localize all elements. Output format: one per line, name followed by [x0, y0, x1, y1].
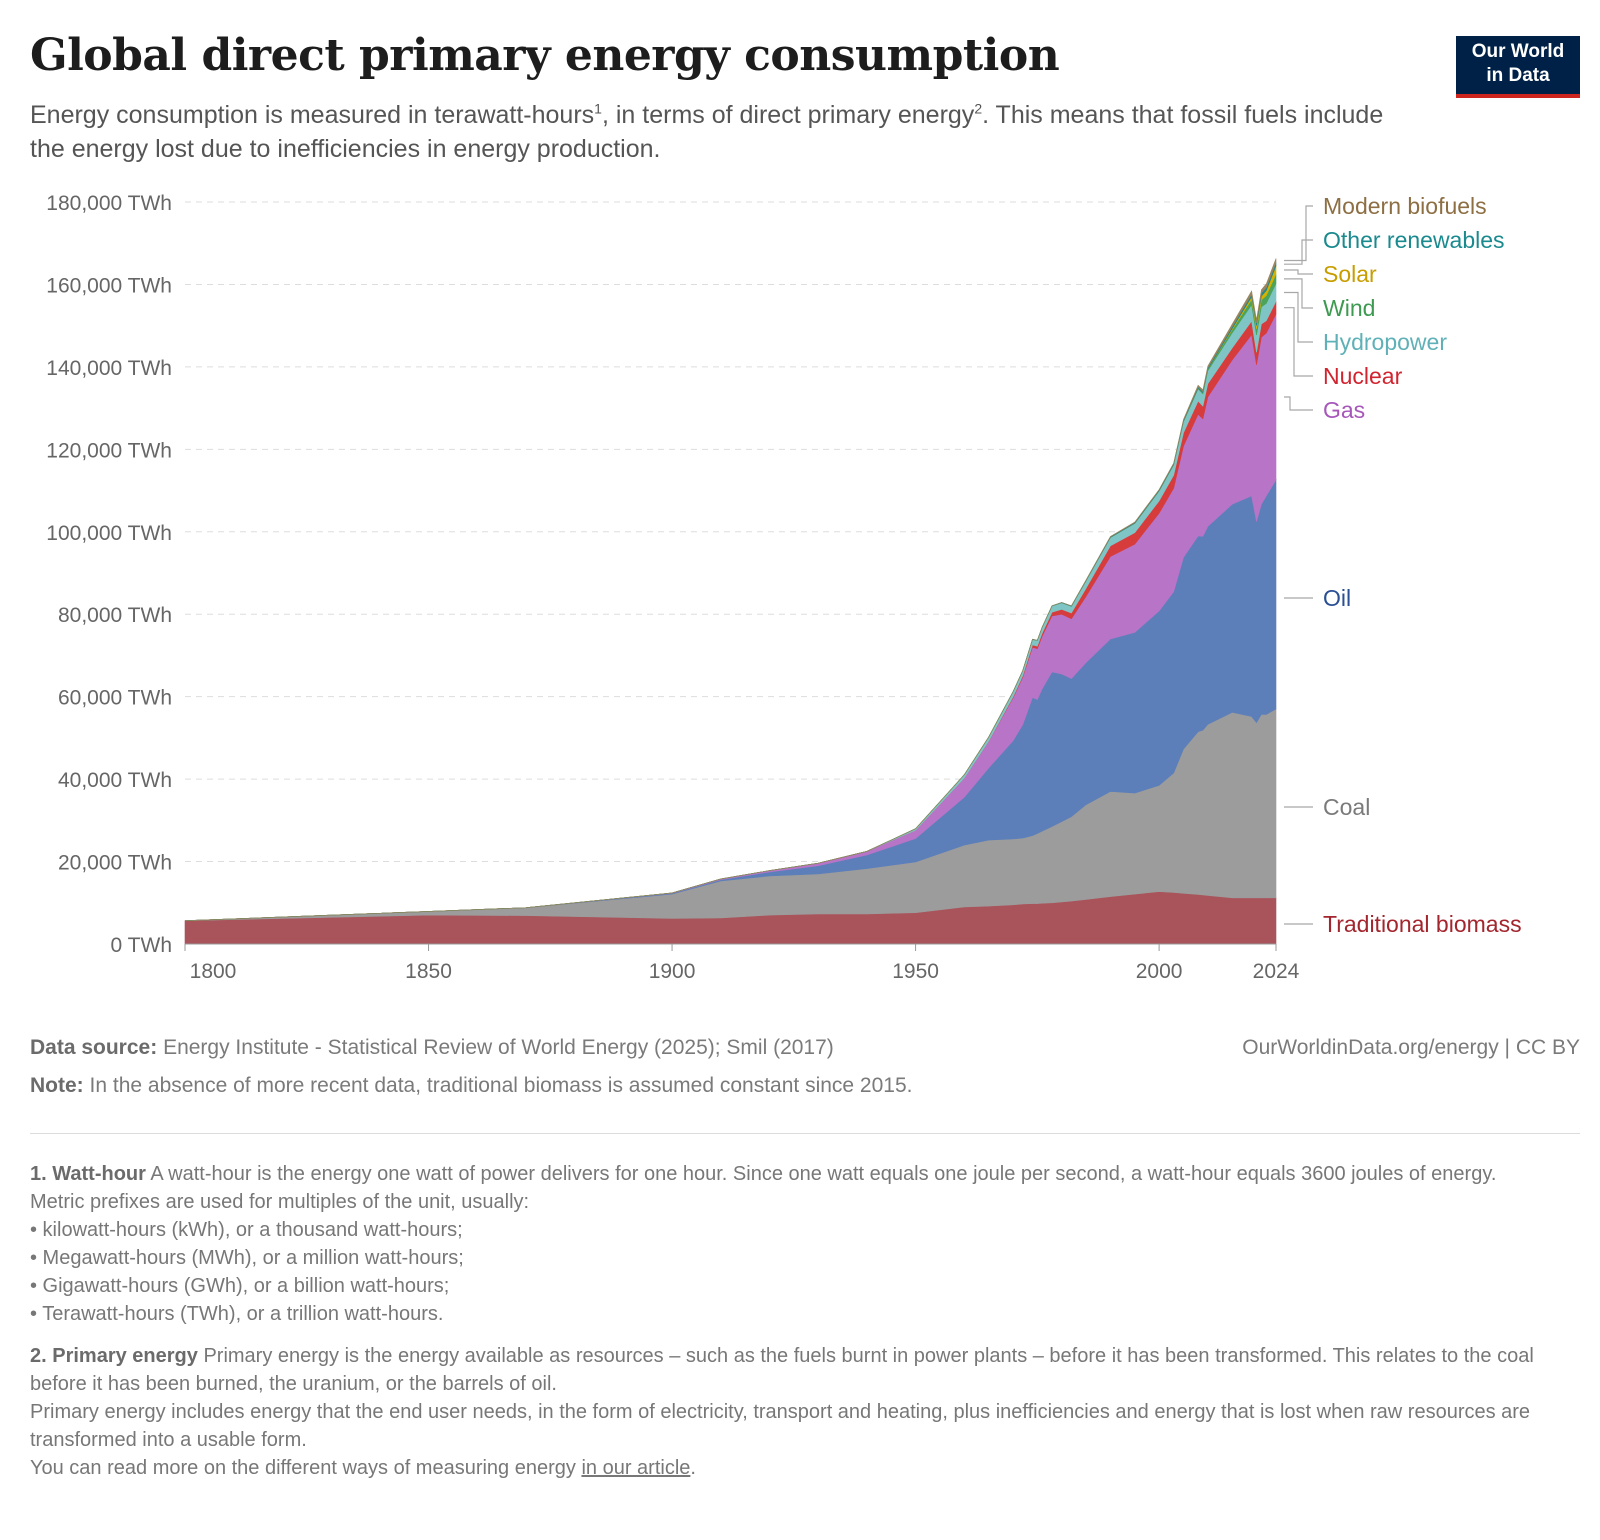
note-label: Note:: [30, 1074, 84, 1097]
legend-connector: [1284, 205, 1313, 262]
legend-label[interactable]: Traditional biomass: [1323, 911, 1522, 937]
stacked-area-chart[interactable]: 0 TWh 20,000 TWh 40,000 TWh 60,000 TWh 80,00…: [0, 180, 1600, 1020]
legend-label[interactable]: Gas: [1323, 397, 1365, 423]
article-link[interactable]: in our article: [581, 1457, 691, 1479]
x-tick-label: 1850: [405, 960, 452, 983]
y-tick-label: 20,000 TWh: [58, 852, 172, 875]
legend-label[interactable]: Other renewables: [1323, 227, 1505, 253]
footnotes: 1. Watt-hour A watt-hour is the energy o…: [30, 1160, 1560, 1496]
x-tick-label: 2000: [1136, 960, 1183, 983]
y-tick-label: 180,000 TWh: [46, 192, 172, 215]
footnote-1-line-2: Metric prefixes are used for multiples o…: [30, 1191, 530, 1213]
footnote-1-heading: 1. Watt-hour A watt-hour is the energy o…: [30, 1163, 1497, 1185]
y-tick-label: 80,000 TWh: [58, 604, 172, 627]
note-text: In the absence of more recent data, trad…: [89, 1074, 913, 1097]
legend-connector: [1284, 307, 1313, 377]
legend-label[interactable]: Hydropower: [1323, 329, 1447, 355]
y-tick-label: 40,000 TWh: [58, 769, 172, 792]
source-label: Data source:: [30, 1036, 158, 1059]
legend-label[interactable]: Wind: [1323, 295, 1375, 321]
footnote-2-line-2: Primary energy includes energy that the …: [30, 1401, 1531, 1451]
legend-label[interactable]: Solar: [1323, 261, 1377, 287]
footnote-2-heading: 2. Primary energy Primary energy is the …: [30, 1345, 1534, 1395]
y-tick-label: 60,000 TWh: [58, 687, 172, 710]
y-tick-label: 140,000 TWh: [46, 357, 172, 380]
chart-title: Global direct primary energy consumption: [30, 30, 1060, 81]
chart-subtitle: Energy consumption is measured in terawa…: [30, 100, 1384, 163]
logo-line-2: in Data: [1486, 65, 1550, 86]
legend-connector: [1284, 239, 1313, 265]
footnote-1-bullet: • Megawatt-hours (MWh), or a million wat…: [30, 1247, 464, 1269]
footnote-1-bullet: • Gigawatt-hours (GWh), or a billion wat…: [30, 1275, 450, 1297]
x-tick-label: 1950: [892, 960, 939, 983]
owid-logo[interactable]: Our World in Data: [1456, 36, 1580, 98]
legend-connector: [1284, 396, 1313, 411]
footnote-1: 1. Watt-hour A watt-hour is the energy o…: [30, 1160, 1560, 1328]
x-tick-label: 1900: [649, 960, 696, 983]
x-tick-label: 2024: [1253, 960, 1300, 983]
footnote-ref-2[interactable]: 2: [974, 100, 983, 117]
legend-label[interactable]: Nuclear: [1323, 363, 1403, 389]
x-tick-label: 1800: [190, 960, 237, 983]
area-modern-biofuels[interactable]: [184, 258, 1277, 921]
source-text: Energy Institute - Statistical Review of…: [163, 1036, 834, 1059]
legend-connector: [1284, 269, 1313, 275]
divider: [30, 1133, 1580, 1134]
legend-connector: [1284, 291, 1313, 343]
legend-label[interactable]: Oil: [1323, 585, 1351, 611]
y-tick-label: 160,000 TWh: [46, 274, 172, 297]
footnote-ref-1[interactable]: 1: [594, 100, 602, 117]
y-tick-label: 100,000 TWh: [46, 522, 172, 545]
y-tick-label: 0 TWh: [111, 934, 172, 957]
legend-connector: [1284, 278, 1313, 309]
footnote-2-line-3: You can read more on the different ways …: [30, 1457, 696, 1479]
footnote-1-bullet: • Terawatt-hours (TWh), or a trillion wa…: [30, 1303, 444, 1325]
legend-label[interactable]: Coal: [1323, 794, 1370, 820]
y-tick-label: 120,000 TWh: [46, 439, 172, 462]
data-source: Data source: Energy Institute - Statisti…: [30, 1036, 1580, 1060]
legend-label[interactable]: Modern biofuels: [1323, 193, 1487, 219]
footnote-1-bullet: • kilowatt-hours (kWh), or a thousand wa…: [30, 1219, 463, 1241]
chart-note: Note: In the absence of more recent data…: [30, 1074, 1580, 1098]
source-link[interactable]: OurWorldinData.org/energy | CC BY: [1242, 1036, 1580, 1059]
logo-line-1: Our World: [1471, 41, 1565, 62]
footnote-2: 2. Primary energy Primary energy is the …: [30, 1342, 1560, 1482]
